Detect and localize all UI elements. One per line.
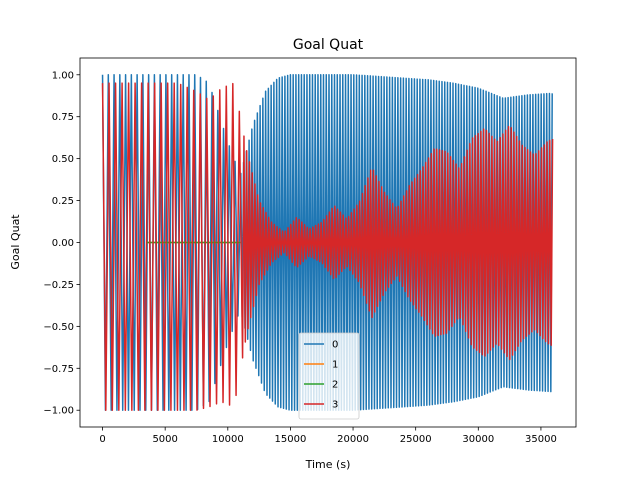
- x-axis-label: Time (s): [305, 458, 351, 471]
- y-tick-label: −0.25: [43, 280, 74, 291]
- y-axis-label: Goal Quat: [9, 214, 22, 270]
- y-tick-label: 0.75: [52, 112, 74, 123]
- y-tick-label: 0.25: [52, 196, 74, 207]
- y-axis: −1.00 −0.75 −0.50 −0.25 0.00 0.25 0.50 0.75 1.00: [43, 70, 80, 417]
- y-tick-label: 0.00: [52, 238, 74, 249]
- y-tick-label: 1.00: [52, 70, 74, 81]
- y-tick-label: −0.75: [43, 364, 74, 375]
- legend: 0 1 2 3: [298, 332, 360, 420]
- x-tick-label: 20000: [337, 434, 369, 445]
- series-line-3: [101, 82, 554, 411]
- legend-label-1: 1: [332, 360, 338, 371]
- legend-label-3: 3: [332, 400, 338, 411]
- x-tick-label: 25000: [400, 434, 432, 445]
- x-tick-label: 10000: [212, 434, 244, 445]
- x-tick-label: 30000: [462, 434, 494, 445]
- chart-title: Goal Quat: [293, 37, 364, 53]
- x-tick-label: 0: [99, 434, 105, 445]
- y-tick-label: −1.00: [43, 406, 74, 417]
- x-tick-label: 35000: [525, 434, 557, 445]
- series-layer: [101, 74, 554, 411]
- x-axis: 0 5000 10000 15000 20000 25000 30000 35000: [99, 427, 557, 445]
- x-tick-label: 5000: [152, 434, 177, 445]
- legend-label-0: 0: [332, 340, 338, 351]
- y-tick-label: 0.50: [52, 154, 74, 165]
- x-tick-label: 15000: [275, 434, 307, 445]
- y-tick-label: −0.50: [43, 322, 74, 333]
- legend-frame: [298, 332, 360, 420]
- legend-label-2: 2: [332, 380, 338, 391]
